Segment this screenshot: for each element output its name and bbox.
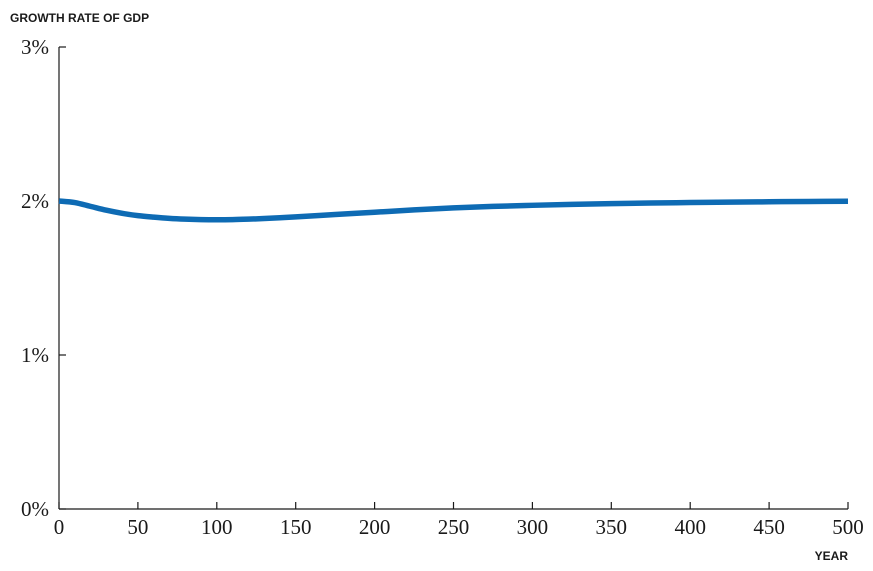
x-axis-title: YEAR	[815, 549, 849, 563]
x-tick-label: 150	[280, 515, 312, 539]
x-tick-label: 250	[438, 515, 470, 539]
x-tick-label: 450	[753, 515, 785, 539]
x-tick-label: 400	[674, 515, 706, 539]
axes: 0% 1% 2% 3% 0 50 100 150 200 250 300 350 400 450 500	[21, 35, 864, 539]
y-axis-title: GROWTH RATE OF GDP	[10, 11, 149, 25]
x-tick-label: 50	[127, 515, 148, 539]
x-tick-label: 350	[596, 515, 628, 539]
x-tick-label: 0	[54, 515, 65, 539]
y-tick-label: 3%	[21, 35, 49, 59]
gdp-growth-line	[58, 198, 849, 223]
x-tick-label: 100	[201, 515, 233, 539]
x-tick-label: 300	[517, 515, 549, 539]
y-tick-label: 0%	[21, 497, 49, 521]
x-tick-label: 500	[832, 515, 864, 539]
y-tick-label: 1%	[21, 343, 49, 367]
x-tick-label: 200	[359, 515, 391, 539]
y-tick-label: 2%	[21, 189, 49, 213]
series-layer	[58, 198, 849, 223]
